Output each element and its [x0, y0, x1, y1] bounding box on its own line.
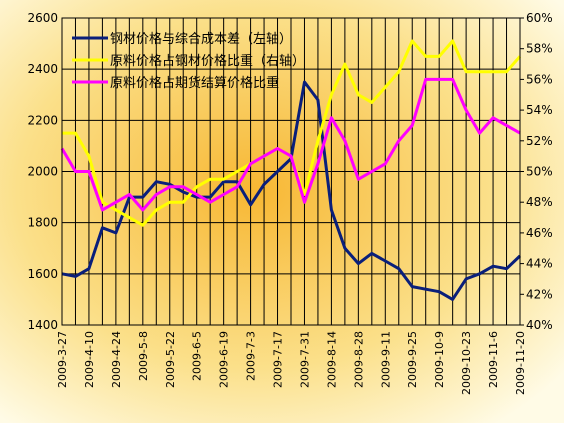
y-tick-label: 2600: [27, 11, 58, 25]
x-tick-label: 2009-7-31: [298, 331, 311, 388]
y2-tick-label: 46%: [526, 226, 553, 240]
y2-tick-label: 50%: [526, 165, 553, 179]
x-tick-label: 2009-4-24: [110, 331, 123, 388]
y2-tick-label: 40%: [526, 318, 553, 332]
y2-tick-label: 54%: [526, 103, 553, 117]
x-tick-label: 2009-10-9: [433, 331, 446, 388]
legend-label: 原料价格占期货结算价格比重: [110, 75, 279, 91]
y2-tick-label: 44%: [526, 257, 553, 271]
x-tick-label: 2009-9-11: [379, 331, 392, 388]
x-tick-label: 2009-6-5: [191, 331, 204, 381]
y2-tick-label: 56%: [526, 72, 553, 86]
y-tick-label: 1400: [27, 318, 58, 332]
y2-tick-label: 58%: [526, 42, 553, 56]
y-tick-label: 1800: [27, 216, 58, 230]
y2-tick-label: 48%: [526, 195, 553, 209]
x-tick-label: 2009-6-19: [218, 331, 231, 388]
y-tick-label: 2400: [27, 62, 58, 76]
x-tick-label: 2009-7-17: [272, 331, 285, 388]
x-tick-label: 2009-3-27: [56, 331, 69, 388]
y2-tick-label: 52%: [526, 134, 553, 148]
y-tick-label: 1600: [27, 267, 58, 281]
x-tick-label: 2009-7-3: [245, 331, 258, 381]
x-tick-label: 2009-11-20: [514, 331, 527, 395]
x-tick-label: 2009-8-14: [325, 331, 338, 388]
lines: [60, 39, 522, 301]
y-tick-label: 2000: [27, 165, 58, 179]
legend: 钢材价格与综合成本差（左轴） 原料价格占钢材价格比重（右轴） 原料价格占期货结算价格…: [72, 31, 305, 91]
legend-label: 钢材价格与综合成本差（左轴）: [110, 31, 292, 47]
y2-tick-label: 42%: [526, 287, 553, 301]
x-tick-label: 2009-5-8: [137, 331, 150, 381]
y-tick-label: 2200: [27, 113, 58, 127]
y2-tick-label: 60%: [526, 11, 553, 25]
series-line: [60, 77, 521, 212]
x-tick-label: 2009-11-6: [487, 331, 500, 388]
plot-frame: [61, 17, 521, 326]
x-tick-label: 2009-10-23: [460, 331, 473, 395]
x-tick-label: 2009-8-28: [352, 331, 365, 388]
x-tick-label: 2009-4-10: [83, 331, 96, 388]
x-tick-label: 2009-9-25: [406, 331, 419, 388]
x-tick-label: 2009-5-22: [164, 331, 177, 388]
axes: 1400 1600 1800 2000 2200 2400 2600 40% 42% 44% 46%…: [27, 11, 552, 395]
legend-label: 原料价格占钢材价格比重（右轴）: [110, 53, 305, 69]
